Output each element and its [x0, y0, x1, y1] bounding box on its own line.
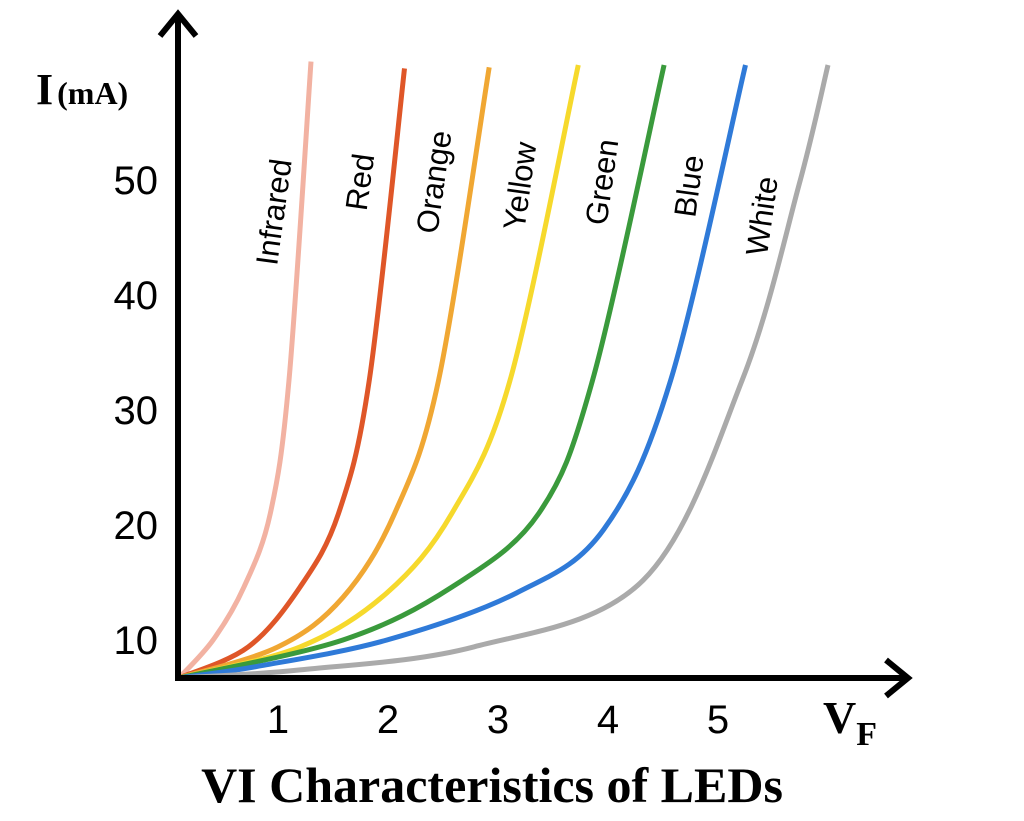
curve-orange — [178, 66, 492, 681]
series-curves — [177, 61, 831, 681]
series-label-blue: Blue — [667, 153, 710, 219]
y-tick-label: 50 — [114, 159, 159, 203]
curve-blue — [178, 64, 748, 681]
curve-red — [177, 68, 407, 681]
series-label-white: White — [739, 174, 785, 257]
x-axis-arrowhead — [884, 657, 913, 699]
x-tick-label: 5 — [707, 698, 729, 742]
x-axis-subscript: F — [856, 716, 877, 753]
y-axis-arrowhead — [157, 9, 199, 38]
curve-green — [178, 64, 667, 681]
y-axis-label: I (mA) — [36, 65, 128, 114]
series-label-green: Green — [579, 137, 626, 227]
x-tick-label: 2 — [377, 698, 399, 742]
y-tick-label: 30 — [114, 389, 159, 433]
series-label-infrared: Infrared — [249, 157, 299, 268]
x-tick-label: 4 — [597, 698, 619, 742]
x-tick-labels: 1 2 3 4 5 — [267, 698, 729, 742]
x-axis-label: VF — [823, 692, 877, 753]
x-tick-label: 3 — [487, 698, 509, 742]
axes — [157, 9, 913, 699]
x-tick-label: 1 — [267, 698, 289, 742]
y-axis-symbol: I — [36, 65, 53, 114]
series-label-yellow: Yellow — [497, 139, 544, 232]
curve-white — [178, 64, 831, 681]
y-tick-label: 10 — [114, 619, 159, 663]
curve-yellow — [178, 64, 581, 681]
y-tick-labels: 10 20 30 40 50 — [114, 159, 159, 663]
y-tick-label: 20 — [114, 504, 159, 548]
x-axis-symbol: V — [823, 692, 856, 743]
y-axis-unit: (mA) — [57, 75, 128, 111]
chart-title: VI Characteristics of LEDs — [201, 757, 783, 813]
curve-infrared — [177, 61, 314, 680]
series-label-orange: Orange — [409, 128, 458, 235]
y-tick-label: 40 — [114, 274, 159, 318]
series-label-red: Red — [339, 151, 382, 212]
